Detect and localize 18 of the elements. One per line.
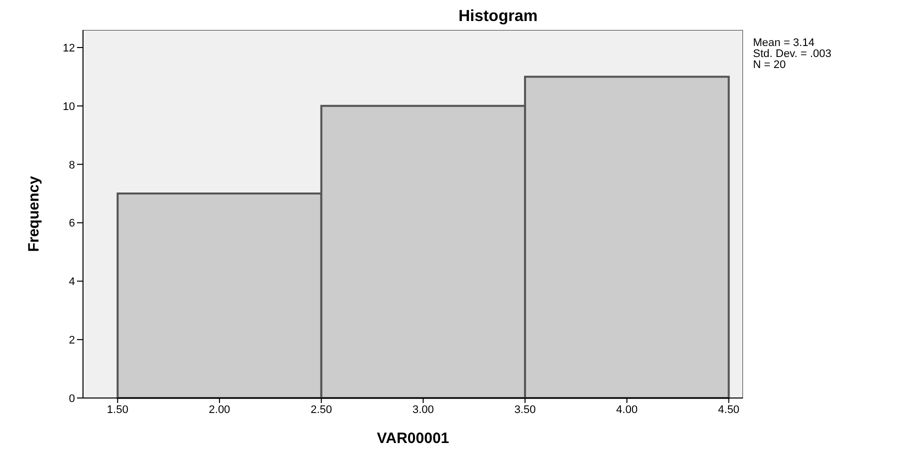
y-tick-label: 12 — [62, 42, 75, 54]
y-tick-label: 8 — [68, 159, 75, 172]
y-tick-label: 0 — [68, 392, 75, 405]
x-tick-label: 4.50 — [718, 404, 740, 416]
x-tick-label: 1.50 — [106, 404, 128, 416]
y-tick-label: 2 — [68, 334, 75, 346]
x-tick-label: 4.00 — [616, 404, 638, 416]
y-tick-label: 4 — [68, 276, 75, 288]
y-tick-label: 6 — [68, 218, 75, 230]
chart-title: Histogram — [457, 8, 539, 26]
x-tick-label: 2.00 — [208, 404, 230, 416]
x-tick-label: 3.50 — [514, 404, 536, 416]
text: Mean = 3.14 Std. Dev. = .003 N = 20 — [753, 37, 832, 71]
x-axis-title: VAR00001 — [376, 430, 450, 447]
y-axis-title: Frequency — [25, 175, 42, 252]
x-tick-label: 2.50 — [310, 404, 332, 416]
y-tick-label: 10 — [62, 100, 75, 113]
x-tick-label: 3.00 — [412, 404, 434, 416]
